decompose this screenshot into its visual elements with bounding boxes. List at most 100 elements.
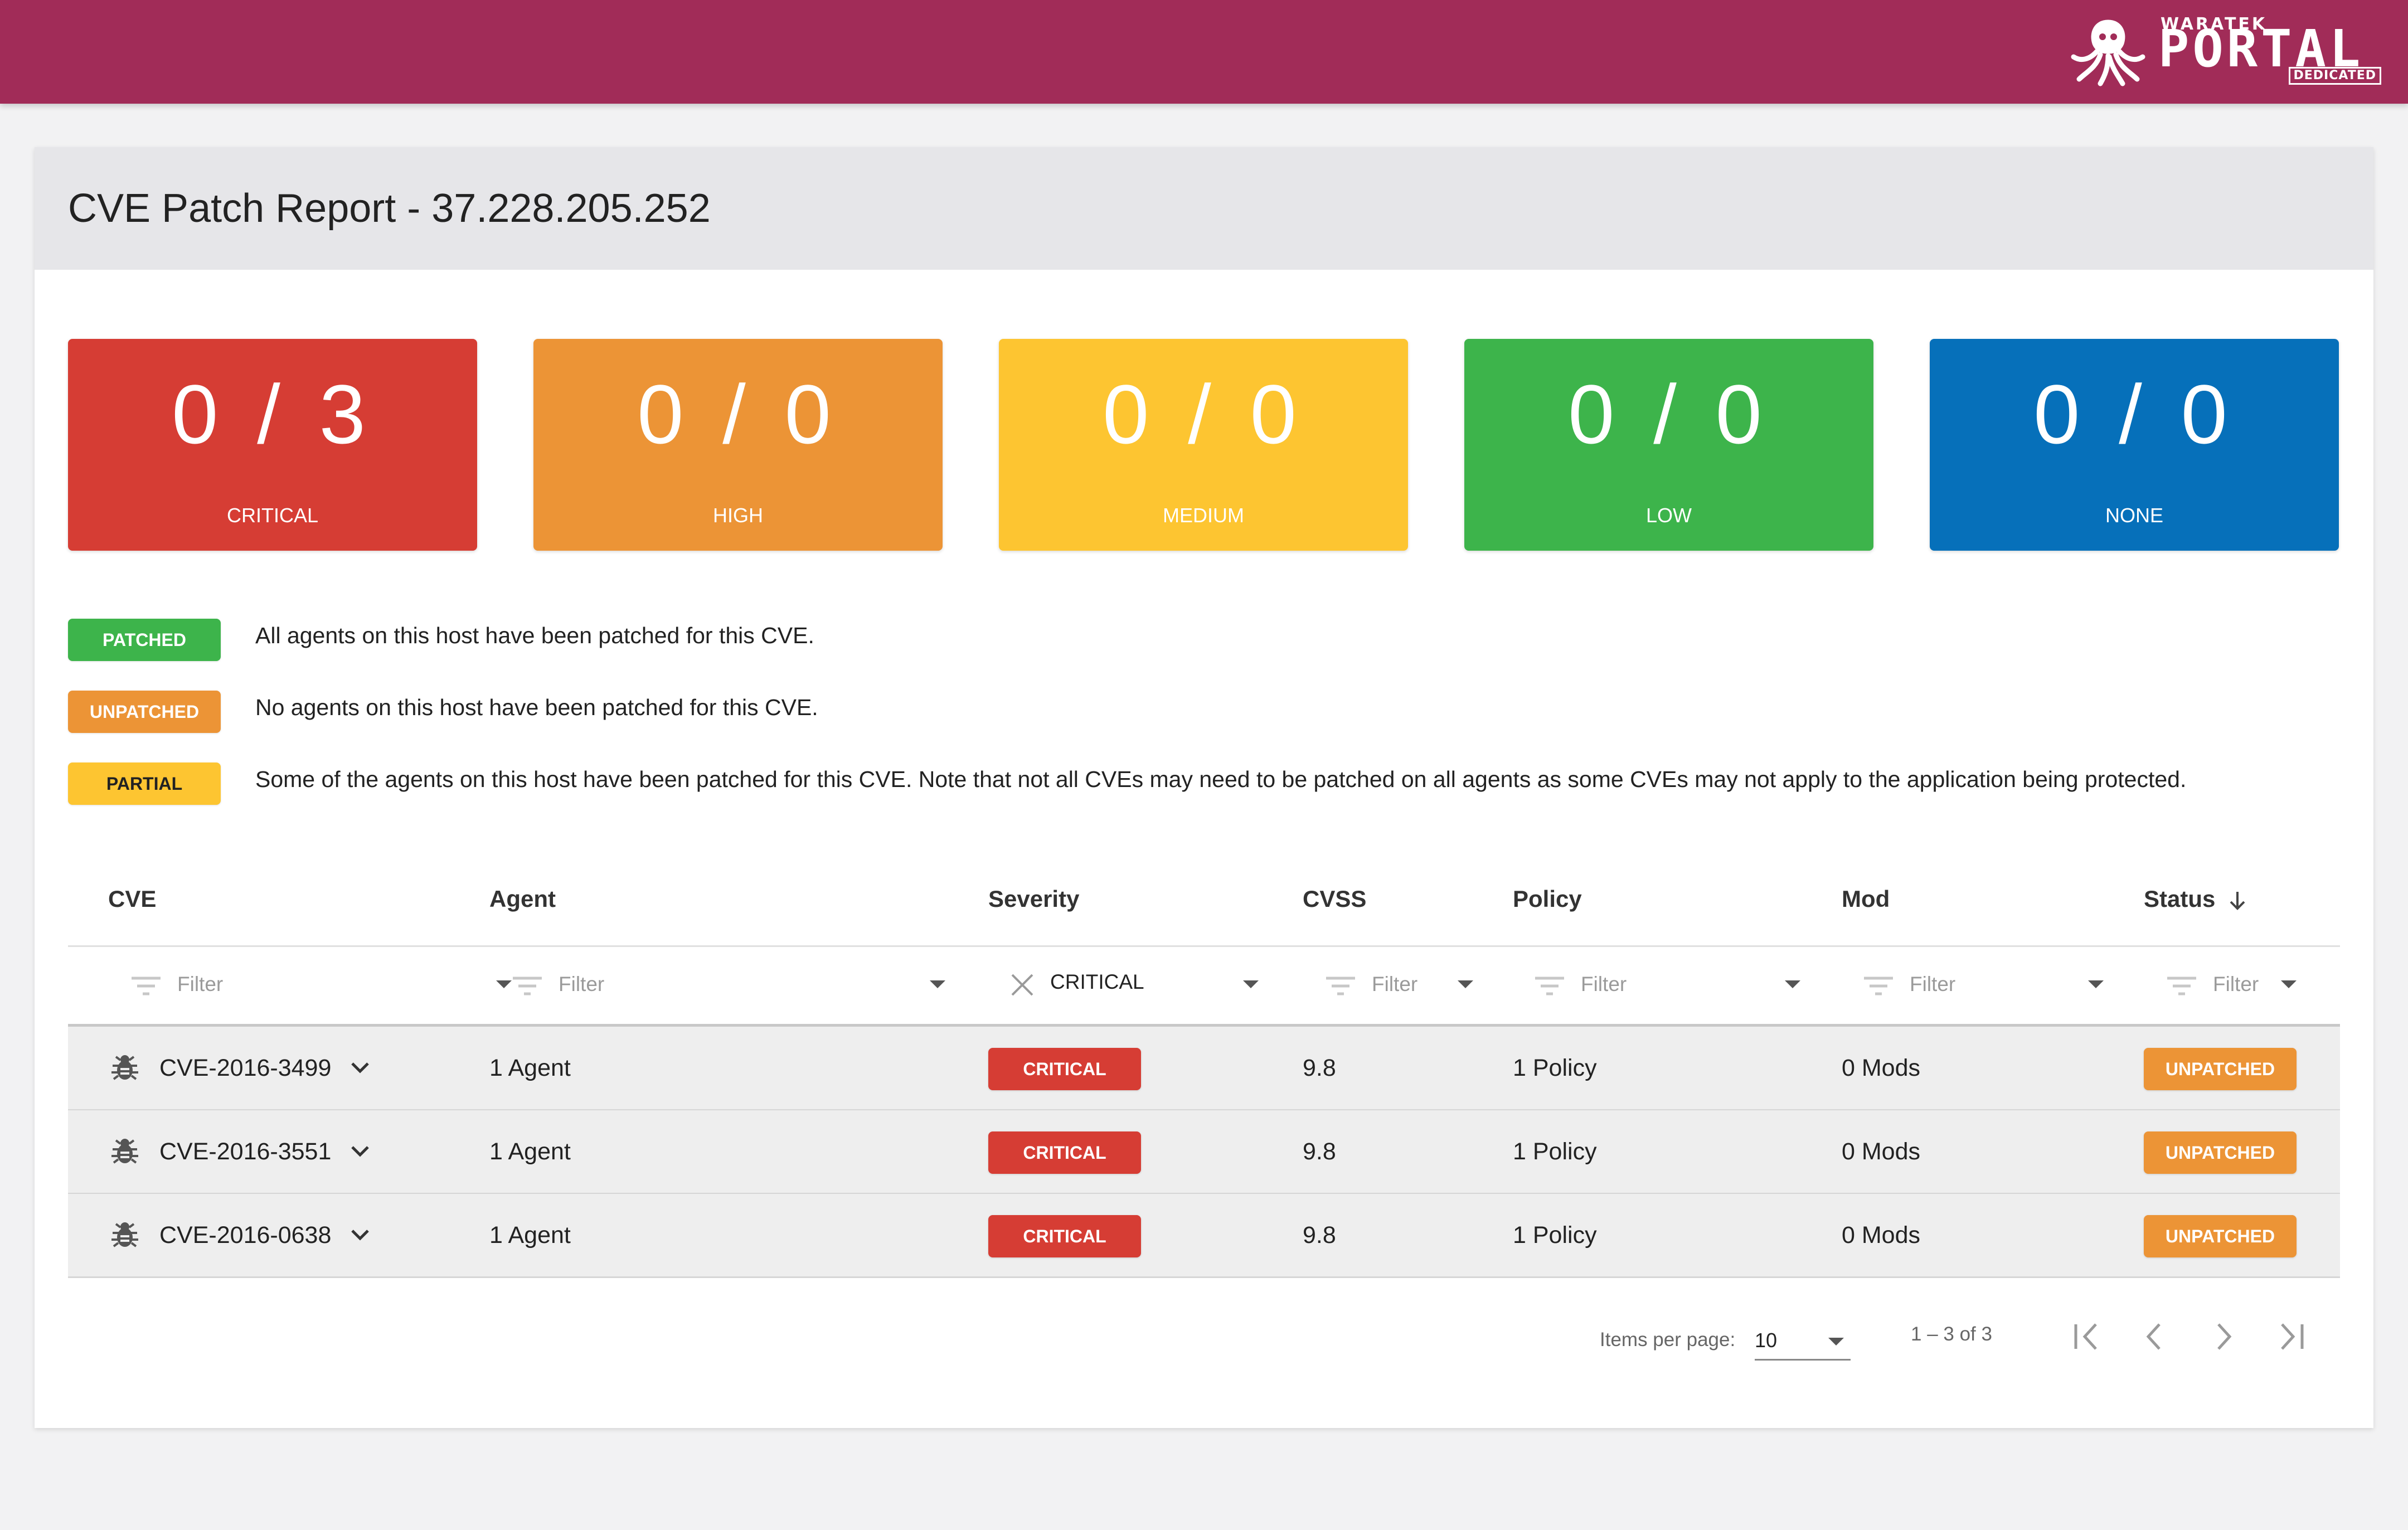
- chevron-down-icon: [496, 980, 512, 988]
- cvss-score: 9.8: [1303, 1055, 1336, 1081]
- agent-count: 1 Agent: [489, 1055, 571, 1081]
- tile-label: MEDIUM: [1163, 504, 1244, 527]
- filter-row: Filter Filter CRITICAL Filter Filter: [68, 947, 2340, 1027]
- filter-placeholder: Filter: [177, 973, 224, 995]
- column-header-policy[interactable]: Policy: [1513, 886, 1582, 912]
- cvss-score: 9.8: [1303, 1138, 1336, 1165]
- column-header-agent[interactable]: Agent: [489, 886, 556, 912]
- summary-tile-none: 0 / 0 NONE: [1930, 339, 2339, 551]
- status-badge: UNPATCHED: [2144, 1048, 2297, 1090]
- report-header: CVE Patch Report - 37.228.205.252: [35, 147, 2373, 270]
- summary-tile-low: 0 / 0 LOW: [1464, 339, 1873, 551]
- policy-count: 1 Policy: [1513, 1222, 1597, 1249]
- next-page-icon[interactable]: [2201, 1314, 2245, 1359]
- page-range: 1 – 3 of 3: [1911, 1323, 1992, 1345]
- waratek-portal-logo[interactable]: WARATEK PORTAL DEDICATED: [2069, 12, 2381, 90]
- tile-label: NONE: [2105, 504, 2163, 527]
- legend-text: All agents on this host have been patche…: [255, 623, 814, 648]
- cve-filter[interactable]: Filter: [130, 964, 512, 1006]
- severity-badge: CRITICAL: [988, 1131, 1141, 1174]
- tile-label: LOW: [1645, 504, 1692, 527]
- bug-icon: [111, 1139, 138, 1164]
- agent-count: 1 Agent: [489, 1222, 571, 1249]
- page-title: CVE Patch Report - 37.228.205.252: [68, 186, 711, 231]
- column-header-severity[interactable]: Severity: [988, 886, 1080, 912]
- filter-icon: [1326, 977, 1355, 995]
- chevron-down-icon[interactable]: [348, 1139, 372, 1164]
- filter-icon: [1864, 977, 1893, 995]
- severity-filter[interactable]: CRITICAL: [1010, 964, 1266, 1006]
- bug-icon: [111, 1055, 138, 1080]
- chevron-down-icon: [1458, 980, 1473, 988]
- tile-value: 0 / 0: [637, 367, 839, 461]
- table-row[interactable]: CVE-2016-0638 1 Agent CRITICAL 9.8 1 Pol…: [68, 1194, 2340, 1278]
- filter-placeholder: Filter: [1581, 973, 1627, 995]
- chevron-down-icon[interactable]: [348, 1056, 372, 1080]
- top-app-bar: WARATEK PORTAL DEDICATED: [0, 0, 2408, 104]
- status-filter[interactable]: Filter: [2166, 964, 2311, 1006]
- brand-tag: DEDICATED: [2288, 67, 2381, 85]
- cvss-filter[interactable]: Filter: [1325, 964, 1492, 1006]
- filter-icon: [1535, 977, 1564, 995]
- clear-filter-icon[interactable]: [1010, 973, 1035, 997]
- chevron-down-icon: [2281, 980, 2297, 988]
- agent-count: 1 Agent: [489, 1138, 571, 1165]
- bug-icon: [111, 1222, 138, 1247]
- mod-filter[interactable]: Filter: [1863, 964, 2130, 1006]
- tile-label: HIGH: [713, 504, 763, 527]
- tile-label: CRITICAL: [226, 504, 319, 527]
- severity-badge: CRITICAL: [988, 1215, 1141, 1257]
- status-badge: UNPATCHED: [2144, 1131, 2297, 1174]
- brand-big-text: PORTAL: [2158, 19, 2364, 79]
- tile-value: 0 / 0: [1103, 367, 1304, 461]
- chevron-down-icon[interactable]: [348, 1223, 372, 1247]
- chevron-down-icon: [1828, 1338, 1844, 1346]
- unpatched-badge: UNPATCHED: [68, 691, 221, 733]
- octopus-logo-icon: [2071, 20, 2145, 86]
- brand-small-text: WARATEK: [2161, 14, 2268, 34]
- cve-id[interactable]: CVE-2016-3551: [159, 1138, 332, 1165]
- mod-count: 0 Mods: [1842, 1222, 1921, 1249]
- policy-count: 1 Policy: [1513, 1055, 1597, 1081]
- mod-count: 0 Mods: [1842, 1138, 1921, 1165]
- column-header-cvss[interactable]: CVSS: [1303, 886, 1367, 912]
- chevron-down-icon: [2088, 980, 2104, 988]
- column-header-mod[interactable]: Mod: [1842, 886, 1890, 912]
- table-row[interactable]: CVE-2016-3551 1 Agent CRITICAL 9.8 1 Pol…: [68, 1110, 2340, 1194]
- policy-count: 1 Policy: [1513, 1138, 1597, 1165]
- filter-icon: [513, 977, 542, 995]
- filter-icon: [132, 977, 161, 995]
- agent-filter[interactable]: Filter: [512, 964, 958, 1006]
- items-per-page-select[interactable]: 10: [1755, 1320, 1851, 1361]
- cve-id[interactable]: CVE-2016-0638: [159, 1222, 332, 1249]
- status-badge: UNPATCHED: [2144, 1215, 2297, 1257]
- legend-text: No agents on this host have been patched…: [255, 694, 818, 720]
- arrow-down-icon: [2230, 891, 2245, 910]
- filter-value: CRITICAL: [1050, 970, 1144, 993]
- policy-filter[interactable]: Filter: [1534, 964, 1824, 1006]
- filter-placeholder: Filter: [559, 973, 605, 995]
- table-row[interactable]: CVE-2016-3499 1 Agent CRITICAL 9.8 1 Pol…: [68, 1027, 2340, 1111]
- tile-value: 0 / 3: [172, 367, 373, 461]
- tile-value: 0 / 0: [1568, 367, 1770, 461]
- filter-placeholder: Filter: [1372, 973, 1418, 995]
- items-per-page-label: Items per page:: [1600, 1329, 1736, 1351]
- last-page-icon[interactable]: [2269, 1314, 2313, 1359]
- column-header-status[interactable]: Status: [2144, 858, 2247, 940]
- cve-id[interactable]: CVE-2016-3499: [159, 1055, 332, 1081]
- previous-page-icon[interactable]: [2133, 1314, 2177, 1359]
- chevron-down-icon: [1785, 980, 1800, 988]
- first-page-icon[interactable]: [2065, 1314, 2109, 1359]
- filter-placeholder: Filter: [2213, 973, 2259, 995]
- severity-badge: CRITICAL: [988, 1048, 1141, 1090]
- filter-placeholder: Filter: [1910, 973, 1956, 995]
- table-header-row: CVE Agent Severity CVSS Policy Mod Statu…: [68, 858, 2340, 947]
- patched-badge: PATCHED: [68, 619, 221, 661]
- summary-tile-medium: 0 / 0 MEDIUM: [999, 339, 1408, 551]
- column-header-cve[interactable]: CVE: [108, 886, 157, 912]
- summary-tile-high: 0 / 0 HIGH: [533, 339, 943, 551]
- chevron-down-icon: [1243, 980, 1259, 988]
- summary-tile-critical: 0 / 3 CRITICAL: [68, 339, 477, 551]
- legend-text: Some of the agents on this host have bee…: [255, 766, 2187, 792]
- items-per-page-value: 10: [1755, 1329, 1778, 1352]
